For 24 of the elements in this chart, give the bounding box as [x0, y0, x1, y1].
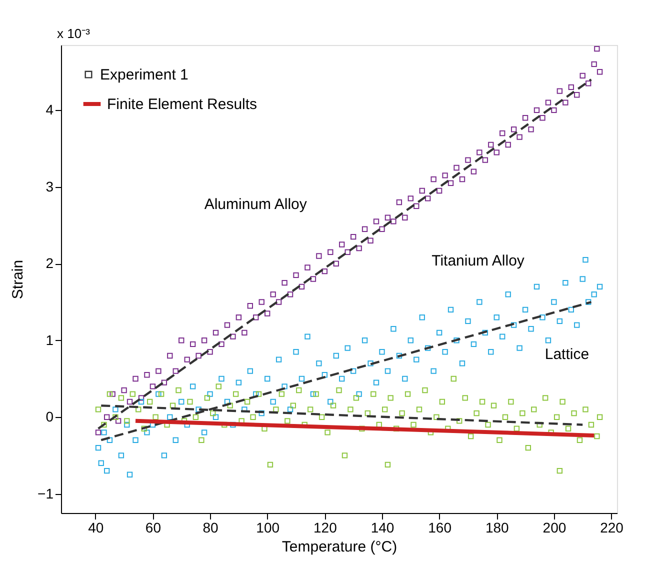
x-tick-label: 160 [428, 520, 452, 536]
x-tick-label: 40 [88, 520, 104, 536]
x-tick-label: 140 [370, 520, 394, 536]
annotation: Lattice [544, 346, 590, 363]
x-tick-label: 60 [145, 520, 162, 536]
x-tick-label: 80 [202, 520, 219, 536]
x-tick-label: 180 [485, 520, 510, 536]
y-tick-label: 2 [46, 255, 54, 272]
x-tick-label: 100 [256, 520, 280, 536]
annotation: Aluminum Alloy [204, 196, 308, 214]
x-tick-label: 220 [600, 520, 624, 536]
annotation: Titanium Alloy [432, 252, 525, 270]
x-tick-label: 200 [542, 520, 566, 536]
y-tick-label: −1 [38, 485, 54, 502]
annotation: Experiment 1 [100, 66, 188, 84]
y-tick-label: 3 [46, 178, 54, 194]
x-axis-title: Temperature (°C) [282, 538, 398, 556]
text: x 10⁻³ [57, 26, 91, 41]
legend-label: Finite Element Results [107, 96, 258, 113]
x-tick-label: 120 [313, 520, 338, 536]
y-tick-label: 1 [46, 332, 54, 348]
y-tick-label: 4 [46, 102, 54, 118]
y-axis-title: Strain [10, 260, 27, 300]
y-tick-label: 0 [46, 408, 54, 425]
